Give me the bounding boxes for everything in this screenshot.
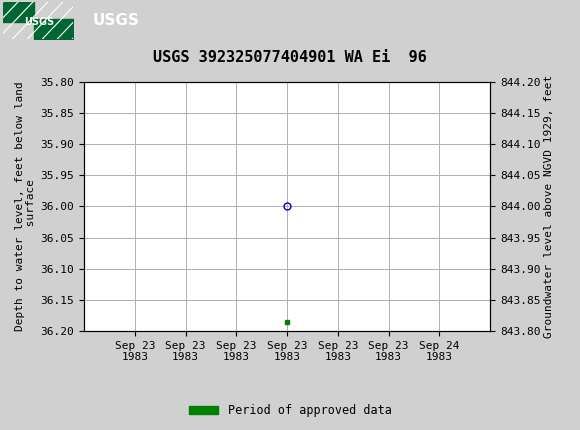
Y-axis label: Groundwater level above NGVD 1929, feet: Groundwater level above NGVD 1929, feet	[545, 75, 554, 338]
Text: USGS: USGS	[93, 13, 140, 28]
Legend: Period of approved data: Period of approved data	[184, 399, 396, 422]
Y-axis label: Depth to water level, feet below land
 surface: Depth to water level, feet below land su…	[15, 82, 37, 331]
Text: USGS: USGS	[24, 17, 54, 27]
Text: USGS 392325077404901 WA Ei  96: USGS 392325077404901 WA Ei 96	[153, 49, 427, 64]
